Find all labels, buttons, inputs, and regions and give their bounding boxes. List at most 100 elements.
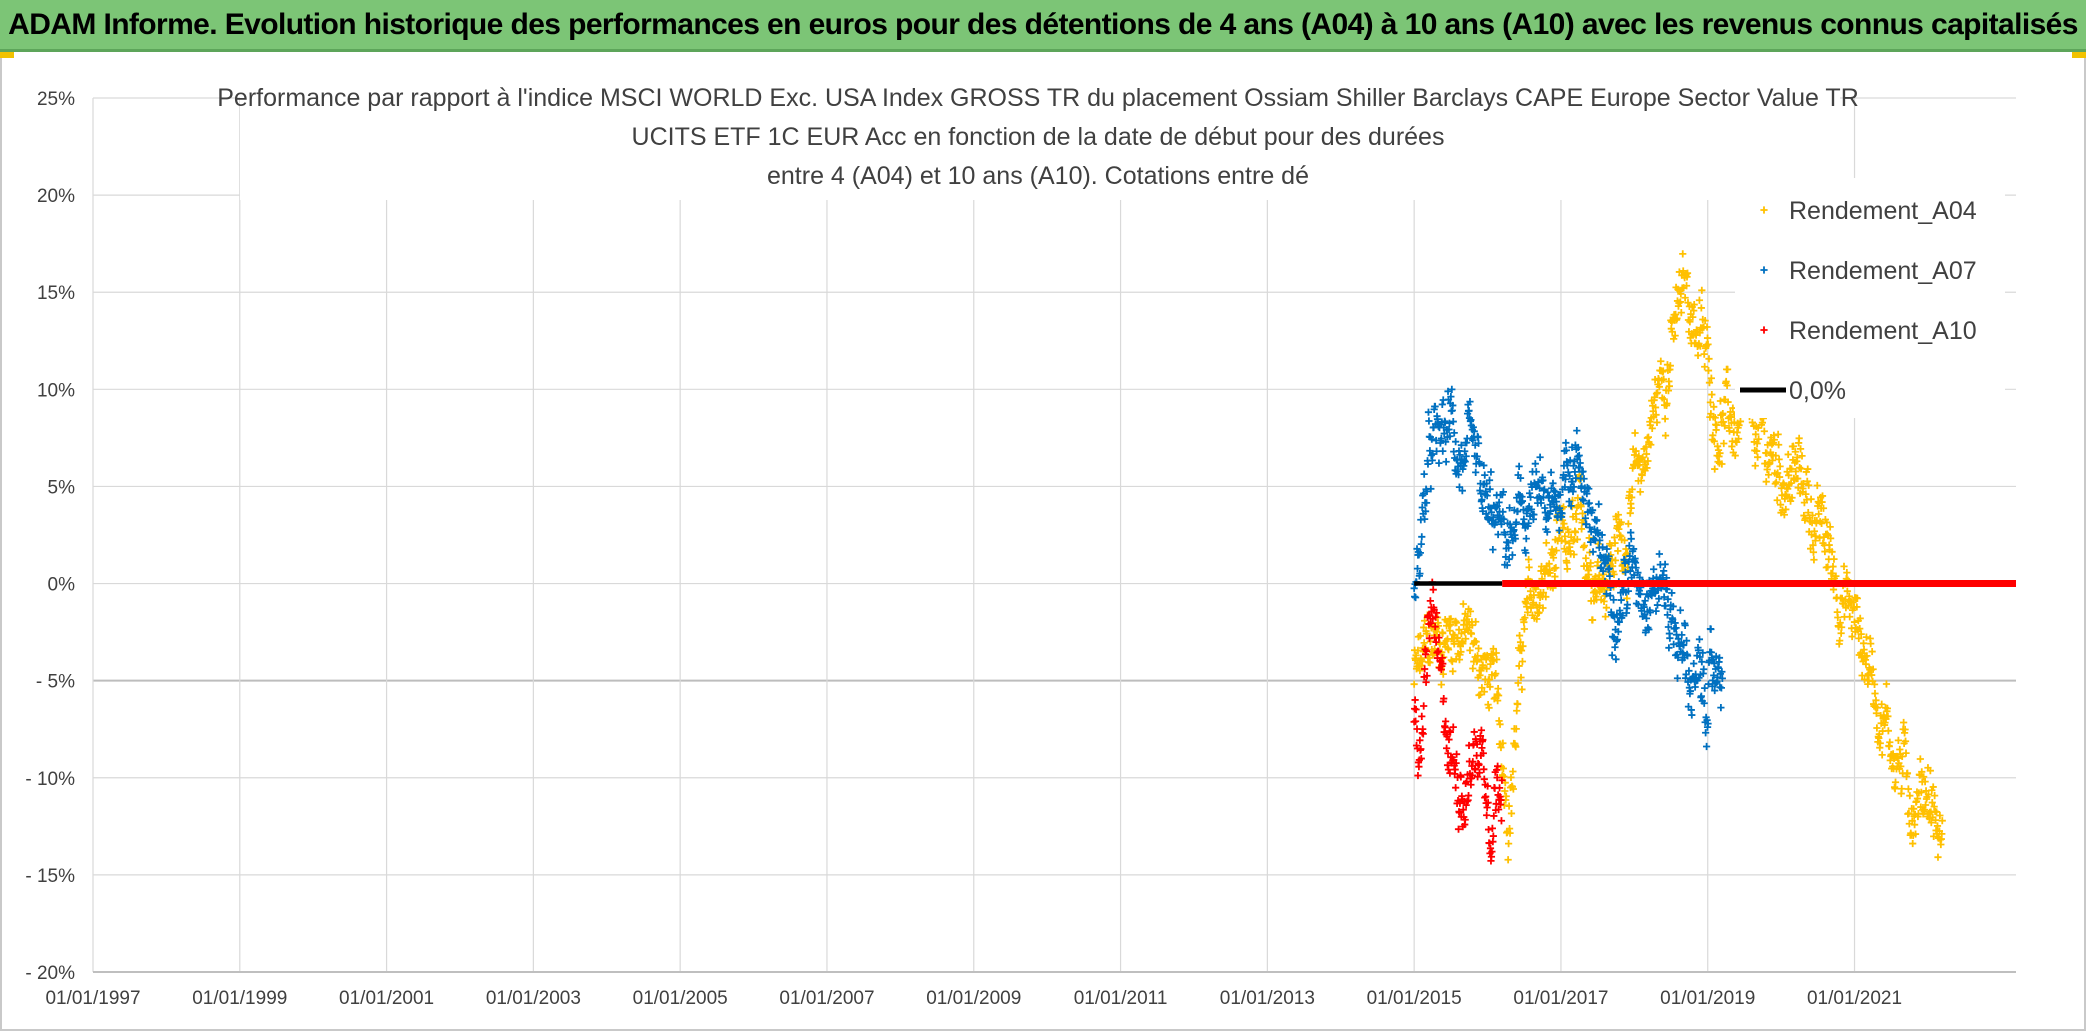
point-rendement-a07 (1702, 729, 1710, 737)
point-rendement-a07 (1543, 528, 1551, 536)
point-rendement-a04 (1647, 441, 1655, 449)
point-rendement-a10 (1484, 825, 1493, 834)
point-rendement-a04 (1632, 447, 1640, 455)
point-rendement-a04 (1908, 817, 1916, 825)
point-rendement-a04 (1921, 806, 1929, 814)
point-rendement-a07 (1556, 491, 1564, 499)
point-rendement-a04 (1897, 762, 1905, 770)
point-rendement-a04 (1938, 817, 1946, 825)
point-rendement-a10 (1422, 647, 1431, 655)
point-rendement-a04 (1786, 497, 1795, 505)
point-rendement-a04 (1722, 377, 1730, 386)
chart-grid: 25% 20% 15% 10% 5% 0% - 5% - 10% - 15% - 20% 01/01… (25, 89, 2016, 1009)
point-rendement-a07 (1448, 385, 1456, 393)
point-rendement-a04 (1763, 465, 1771, 474)
point-rendement-a10 (1417, 745, 1425, 753)
point-rendement-a10 (1411, 696, 1419, 704)
point-rendement-a10 (1479, 749, 1487, 757)
point-rendement-a04 (1571, 528, 1579, 536)
point-rendement-a07 (1627, 535, 1635, 543)
point-rendement-a04 (1860, 675, 1869, 684)
point-rendement-a10 (1439, 660, 1447, 668)
point-rendement-a07 (1457, 441, 1465, 449)
point-rendement-a04 (1652, 390, 1661, 398)
point-rendement-a07 (1703, 742, 1711, 751)
point-rendement-a07 (1437, 434, 1445, 443)
point-rendement-a07 (1420, 470, 1428, 478)
point-rendement-a07 (1707, 625, 1715, 633)
point-rendement-a04 (1474, 652, 1482, 660)
point-rendement-a04 (1853, 603, 1861, 611)
x-tick-label: 01/01/1997 (45, 988, 140, 1009)
point-rendement-a04 (1823, 518, 1831, 527)
point-rendement-a04 (1837, 629, 1845, 637)
point-rendement-a07 (1483, 492, 1491, 500)
point-rendement-a07 (1456, 451, 1464, 459)
point-rendement-a04 (1594, 540, 1602, 548)
point-rendement-a07 (1441, 418, 1449, 426)
point-rendement-a04 (1552, 546, 1560, 555)
point-rendement-a07 (1567, 502, 1575, 510)
point-rendement-a07 (1505, 504, 1514, 512)
point-rendement-a04 (1891, 785, 1899, 793)
point-rendement-a04 (1416, 632, 1424, 640)
point-rendement-a07 (1697, 692, 1705, 700)
point-rendement-a04 (1904, 785, 1912, 793)
point-rendement-a04 (1775, 455, 1783, 463)
point-rendement-a04 (1869, 665, 1877, 673)
point-rendement-a04 (1453, 634, 1462, 642)
point-rendement-a04 (1716, 449, 1724, 457)
point-rendement-a04 (1611, 539, 1619, 547)
point-rendement-a04 (1689, 313, 1697, 321)
point-rendement-a04 (1426, 659, 1434, 667)
point-rendement-a07 (1653, 601, 1662, 609)
point-rendement-a10 (1464, 791, 1473, 800)
point-rendement-a04 (1883, 704, 1892, 713)
point-rendement-a10 (1459, 806, 1467, 814)
point-rendement-a04 (1829, 585, 1838, 594)
point-rendement-a04 (1652, 411, 1660, 419)
point-rendement-a07 (1569, 487, 1577, 496)
point-rendement-a04 (1930, 803, 1938, 811)
point-rendement-a10 (1486, 844, 1495, 852)
point-rendement-a07 (1609, 633, 1617, 641)
point-rendement-a07 (1626, 552, 1634, 560)
point-rendement-a07 (1669, 602, 1677, 611)
point-rendement-a04 (1636, 488, 1644, 496)
point-rendement-a04 (1418, 657, 1426, 666)
point-rendement-a04 (1731, 451, 1739, 460)
point-rendement-a04 (1909, 839, 1917, 848)
point-rendement-a07 (1568, 478, 1577, 486)
point-rendement-a10 (1421, 665, 1429, 673)
point-rendement-a10 (1483, 803, 1491, 812)
point-rendement-a04 (1773, 496, 1781, 504)
point-rendement-a04 (1504, 856, 1512, 864)
point-rendement-a07 (1613, 636, 1621, 644)
point-rendement-a04 (1447, 656, 1455, 664)
point-rendement-a04 (1721, 422, 1729, 430)
point-rendement-a07 (1717, 704, 1725, 712)
point-rendement-a07 (1461, 447, 1469, 455)
point-rendement-a04 (1815, 510, 1823, 518)
point-rendement-a04 (1878, 751, 1886, 759)
point-rendement-a04 (1686, 318, 1694, 326)
point-rendement-a04 (1804, 465, 1812, 473)
point-rendement-a04 (1520, 625, 1528, 633)
point-rendement-a07 (1522, 549, 1530, 557)
point-rendement-a10 (1431, 623, 1439, 631)
legend-marker-rendement-a04 (1760, 206, 1768, 214)
point-rendement-a04 (1810, 527, 1819, 535)
point-rendement-a07 (1704, 680, 1713, 688)
point-rendement-a04 (1512, 743, 1520, 751)
point-rendement-a04 (1878, 700, 1886, 708)
point-rendement-a04 (1459, 639, 1467, 648)
point-rendement-a10 (1493, 766, 1501, 774)
point-rendement-a04 (1803, 477, 1811, 485)
point-rendement-a07 (1536, 484, 1544, 492)
x-tick-label: 01/01/2003 (486, 988, 581, 1009)
x-tick-label: 01/01/2019 (1660, 988, 1755, 1009)
point-rendement-a04 (1620, 536, 1629, 544)
point-rendement-a04 (1701, 363, 1709, 371)
point-rendement-a10 (1445, 727, 1454, 735)
point-rendement-a07 (1594, 530, 1602, 538)
